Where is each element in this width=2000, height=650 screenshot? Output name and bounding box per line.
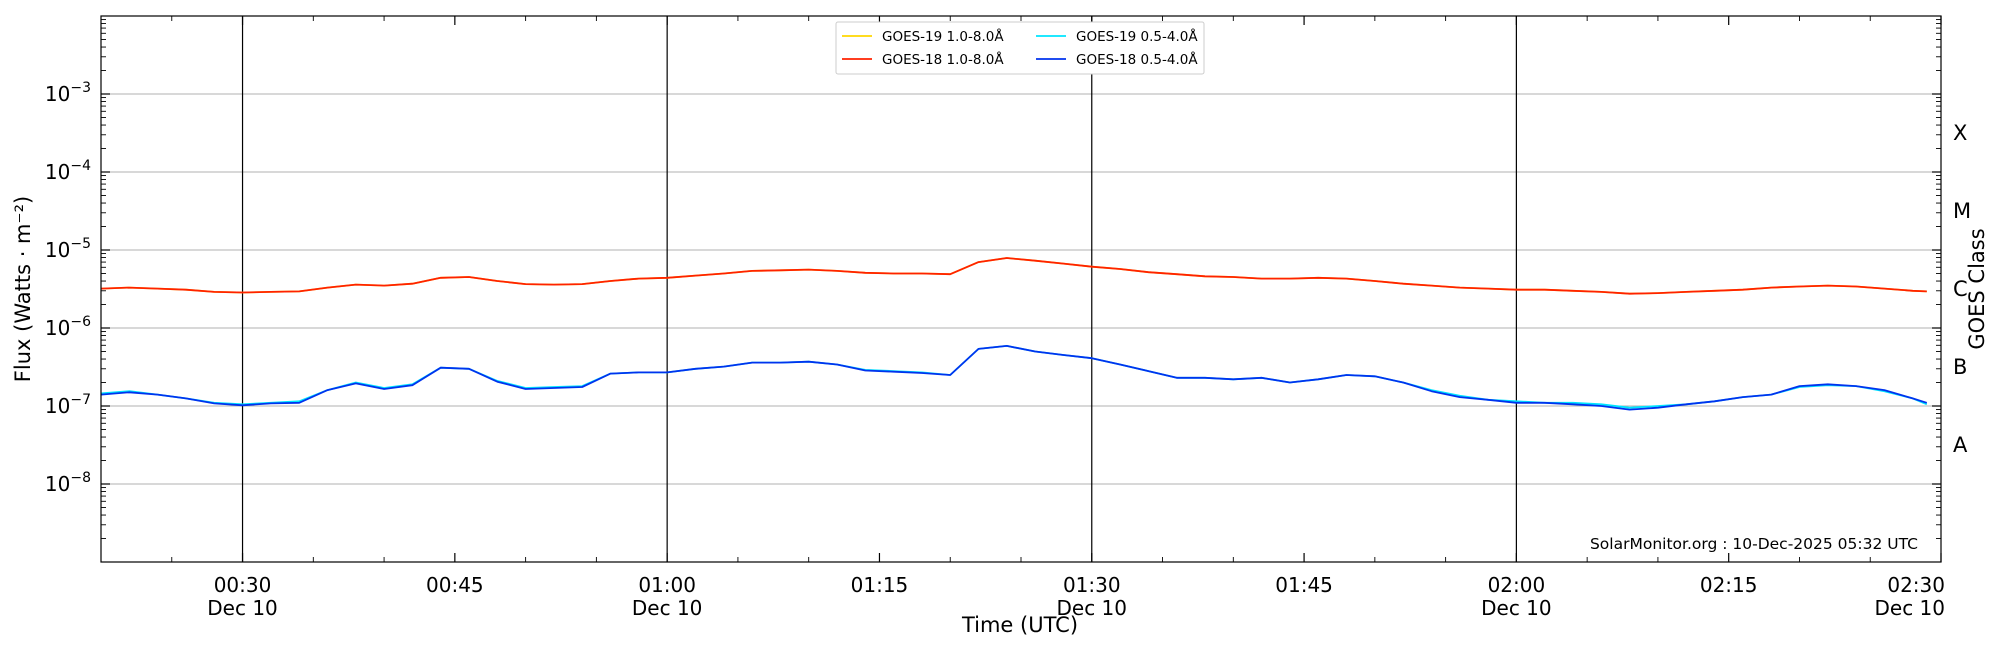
y-tick-exponent: −6 <box>70 314 91 330</box>
goes-class-axis-title: GOES Class <box>1965 228 1989 349</box>
y-tick-labels: 10−810−710−610−510−410−3 <box>45 80 91 496</box>
hour-markers <box>241 16 1517 562</box>
y-tick-base: 10 <box>45 316 70 340</box>
goes-class-label: X <box>1953 121 1967 145</box>
x-tick-date: Dec 10 <box>207 596 278 620</box>
legend-box <box>835 21 1205 75</box>
x-tick-time: 02:15 <box>1700 573 1758 597</box>
y-tick-exponent: −3 <box>70 80 91 96</box>
x-tick-time: 01:45 <box>1275 573 1333 597</box>
x-tick-time: 00:30 <box>214 573 272 597</box>
y-tick-exponent: −8 <box>70 470 91 486</box>
y-tick-base: 10 <box>45 82 70 106</box>
goes-class-label: M <box>1953 199 1971 223</box>
x-tick-date: Dec 10 <box>1057 596 1128 620</box>
series-line <box>100 257 1927 295</box>
y-tick-label: 10−7 <box>45 392 91 418</box>
legend-label: GOES-19 0.5-4.0Å <box>1076 28 1198 45</box>
y-tick-label: 10−3 <box>45 80 91 106</box>
y-tick-label: 10−4 <box>45 158 91 184</box>
gridlines <box>101 93 1941 485</box>
goes-class-labels: A B C M X <box>1953 121 1971 457</box>
y-axis-title: Flux (Watts · m⁻²) <box>11 196 35 382</box>
x-tick-time: 02:00 <box>1488 573 1546 597</box>
x-tick-date: Dec 10 <box>1481 596 1552 620</box>
legend-label: GOES-18 0.5-4.0Å <box>1076 51 1198 68</box>
goes-class-label: C <box>1953 277 1968 301</box>
axis-ticks <box>100 16 1942 562</box>
series-line <box>100 344 1928 409</box>
credit-text: SolarMonitor.org : 10-Dec-2025 05:32 UTC <box>1590 535 1918 553</box>
series-line <box>100 257 1927 295</box>
x-tick-date: Dec 10 <box>1874 596 1945 620</box>
y-tick-label: 10−5 <box>45 236 91 262</box>
series-line <box>100 344 1928 411</box>
y-tick-exponent: −7 <box>70 392 91 408</box>
y-tick-base: 10 <box>45 394 70 418</box>
x-axis-title: Time (UTC) <box>961 613 1078 637</box>
y-tick-label: 10−6 <box>45 314 91 340</box>
y-tick-base: 10 <box>45 472 70 496</box>
x-tick-time: 01:00 <box>638 573 696 597</box>
x-tick-time: 02:30 <box>1887 573 1945 597</box>
x-tick-time: 01:15 <box>851 573 909 597</box>
y-tick-exponent: −4 <box>70 158 91 174</box>
x-tick-time: 01:30 <box>1063 573 1121 597</box>
legend-label: GOES-19 1.0-8.0Å <box>882 28 1004 45</box>
x-tick-date: Dec 10 <box>632 596 703 620</box>
plot-area-frame <box>100 15 1942 563</box>
y-tick-exponent: −5 <box>70 236 91 252</box>
y-tick-base: 10 <box>45 160 70 184</box>
legend-label: GOES-18 1.0-8.0Å <box>882 51 1004 68</box>
goes-class-label: A <box>1953 433 1968 457</box>
goes-class-label: B <box>1953 355 1967 379</box>
flux-series <box>100 257 1928 411</box>
legend: GOES-19 1.0-8.0Å GOES-19 0.5-4.0Å GOES-18 … <box>835 21 1205 75</box>
y-tick-base: 10 <box>45 238 70 262</box>
x-tick-time: 00:45 <box>426 573 484 597</box>
y-tick-label: 10−8 <box>45 470 91 496</box>
